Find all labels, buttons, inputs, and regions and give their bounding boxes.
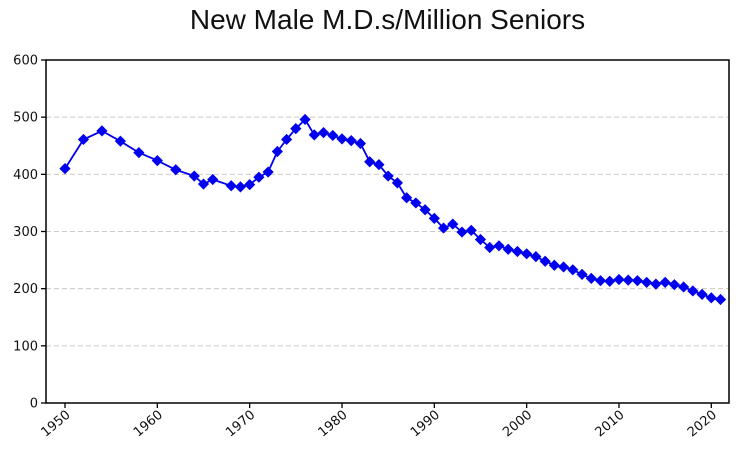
data-point-marker <box>687 285 699 297</box>
data-point-marker <box>271 145 283 158</box>
data-series-line <box>64 118 721 301</box>
data-point-marker <box>511 245 524 258</box>
data-point-marker <box>447 218 459 230</box>
data-point-marker <box>548 259 560 271</box>
data-point-marker <box>474 233 487 246</box>
data-point-marker <box>539 255 551 267</box>
y-tick-label: 600 <box>13 54 38 69</box>
data-point-marker <box>299 113 311 126</box>
x-tick-label: 2020 <box>685 408 720 441</box>
y-tick-label: 500 <box>13 111 38 126</box>
y-tick-label: 300 <box>13 225 38 240</box>
data-point-marker <box>622 274 634 286</box>
data-point-marker <box>317 127 330 139</box>
data-point-marker <box>576 268 588 280</box>
data-point-marker <box>659 276 671 288</box>
data-point-marker <box>170 164 182 176</box>
data-point-marker <box>410 197 422 209</box>
y-tick-label: 400 <box>13 168 38 183</box>
data-point-marker <box>705 292 717 304</box>
data-point-marker <box>465 224 477 236</box>
x-tick-label: 1980 <box>316 408 351 441</box>
data-point-marker <box>650 278 662 290</box>
data-point-marker <box>613 273 625 286</box>
data-point-marker <box>631 275 644 287</box>
data-point-marker <box>585 272 597 284</box>
data-point-marker <box>151 155 163 167</box>
data-point-marker <box>714 293 727 306</box>
data-point-marker <box>437 222 450 234</box>
data-point-marker <box>234 181 247 193</box>
data-point-marker <box>401 192 413 204</box>
y-tick-label: 100 <box>13 339 38 354</box>
data-point-marker <box>567 264 579 276</box>
x-tick-label: 1950 <box>39 408 74 441</box>
data-point-marker <box>197 178 210 190</box>
x-tick-label: 1960 <box>131 408 166 441</box>
data-point-marker <box>207 173 219 186</box>
data-point-marker <box>493 240 505 252</box>
data-point-marker <box>364 156 376 168</box>
data-point-marker <box>521 248 533 260</box>
data-point-marker <box>557 261 570 273</box>
data-point-marker <box>391 177 403 189</box>
data-point-marker <box>456 226 468 238</box>
data-point-marker <box>225 180 237 192</box>
y-tick-label: 0 <box>30 397 38 412</box>
y-tick-label: 200 <box>13 282 38 297</box>
data-point-marker <box>253 171 265 183</box>
chart-title: New Male M.D.s/Million Seniors <box>189 4 586 35</box>
data-point-marker <box>244 179 256 191</box>
data-point-marker <box>59 163 71 175</box>
data-point-marker <box>594 275 607 287</box>
data-point-marker <box>290 123 302 135</box>
data-point-marker <box>96 125 108 137</box>
data-point-marker <box>77 133 90 146</box>
x-tick-label: 1970 <box>223 408 258 441</box>
data-point-marker <box>354 137 367 150</box>
data-point-marker <box>382 170 394 182</box>
data-point-marker <box>678 281 690 293</box>
data-point-marker <box>336 133 348 145</box>
data-point-marker <box>188 170 200 182</box>
data-point-marker <box>327 129 339 142</box>
data-point-marker <box>262 166 274 178</box>
x-tick-label: 2000 <box>500 408 535 441</box>
data-point-marker <box>502 243 514 255</box>
data-point-marker <box>428 212 440 224</box>
x-tick-label: 2010 <box>593 408 628 441</box>
data-point-marker <box>696 288 708 300</box>
x-tick-label: 1990 <box>408 408 443 441</box>
data-point-marker <box>133 147 145 159</box>
data-point-marker <box>641 276 653 288</box>
data-point-marker <box>114 135 126 147</box>
data-point-marker <box>373 159 385 171</box>
data-point-marker <box>419 204 431 216</box>
data-point-marker <box>604 275 616 287</box>
data-point-marker <box>484 241 496 254</box>
data-point-marker <box>530 251 542 263</box>
data-point-marker <box>308 129 320 141</box>
data-point-marker <box>345 135 357 147</box>
data-point-marker <box>280 133 293 146</box>
data-point-marker <box>668 279 680 291</box>
